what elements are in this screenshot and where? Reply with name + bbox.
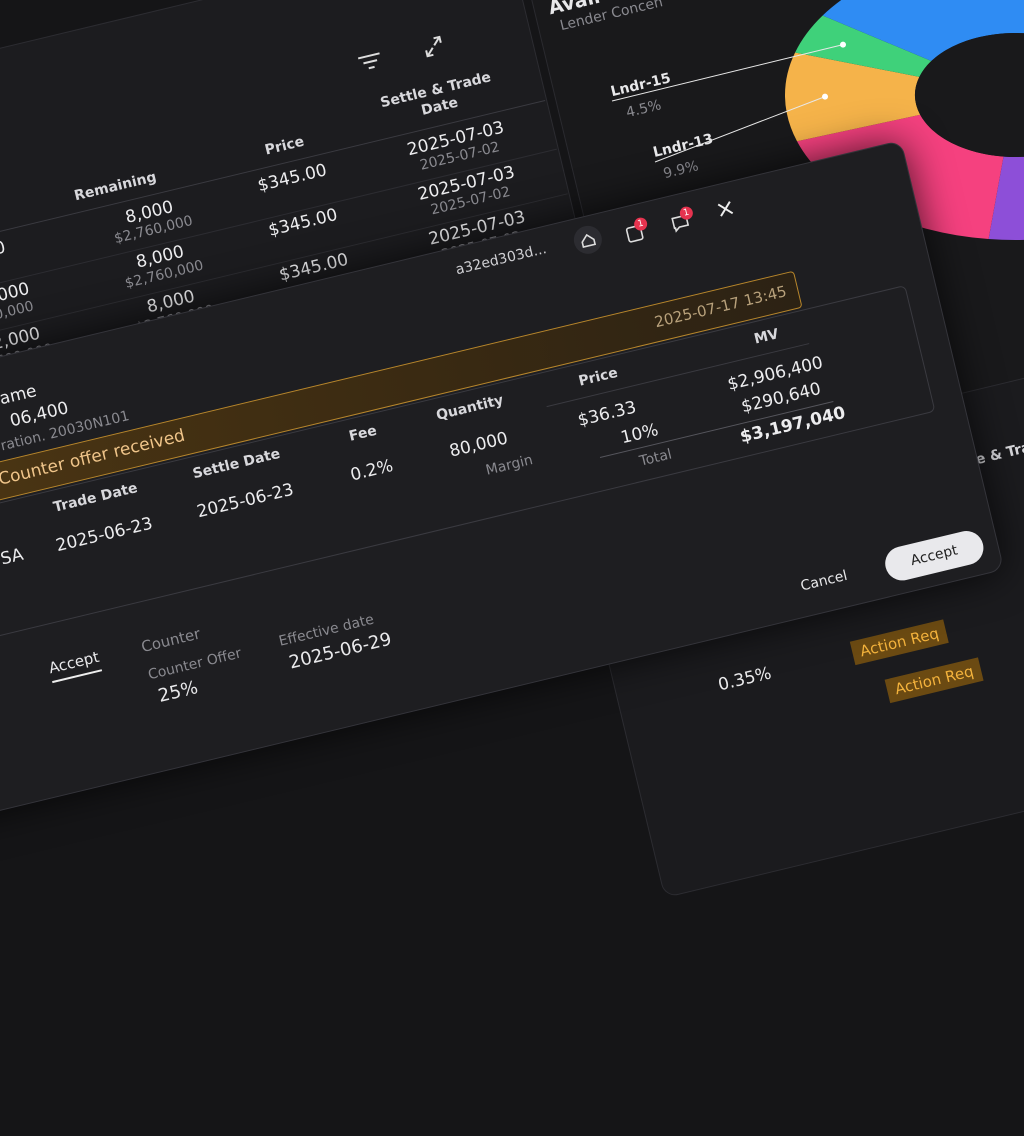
leader-line — [611, 44, 844, 102]
leader-dot — [822, 93, 829, 100]
filter-icon[interactable] — [355, 49, 385, 75]
close-button[interactable] — [713, 197, 737, 221]
donut-slice — [822, 0, 1024, 62]
home-button[interactable] — [570, 222, 606, 258]
notes-icon[interactable] — [621, 216, 652, 247]
leader-dot — [839, 41, 846, 48]
donut-slice — [785, 52, 921, 142]
donut-hole — [915, 33, 1024, 157]
expand-icon[interactable] — [420, 33, 447, 60]
donut-slice — [988, 156, 1024, 240]
leader-line — [654, 96, 826, 163]
chat-icon[interactable] — [666, 205, 697, 236]
donut-slice — [795, 15, 932, 77]
page: Remaining Price Settle & Trade Date 00 8,… — [0, 0, 1024, 903]
